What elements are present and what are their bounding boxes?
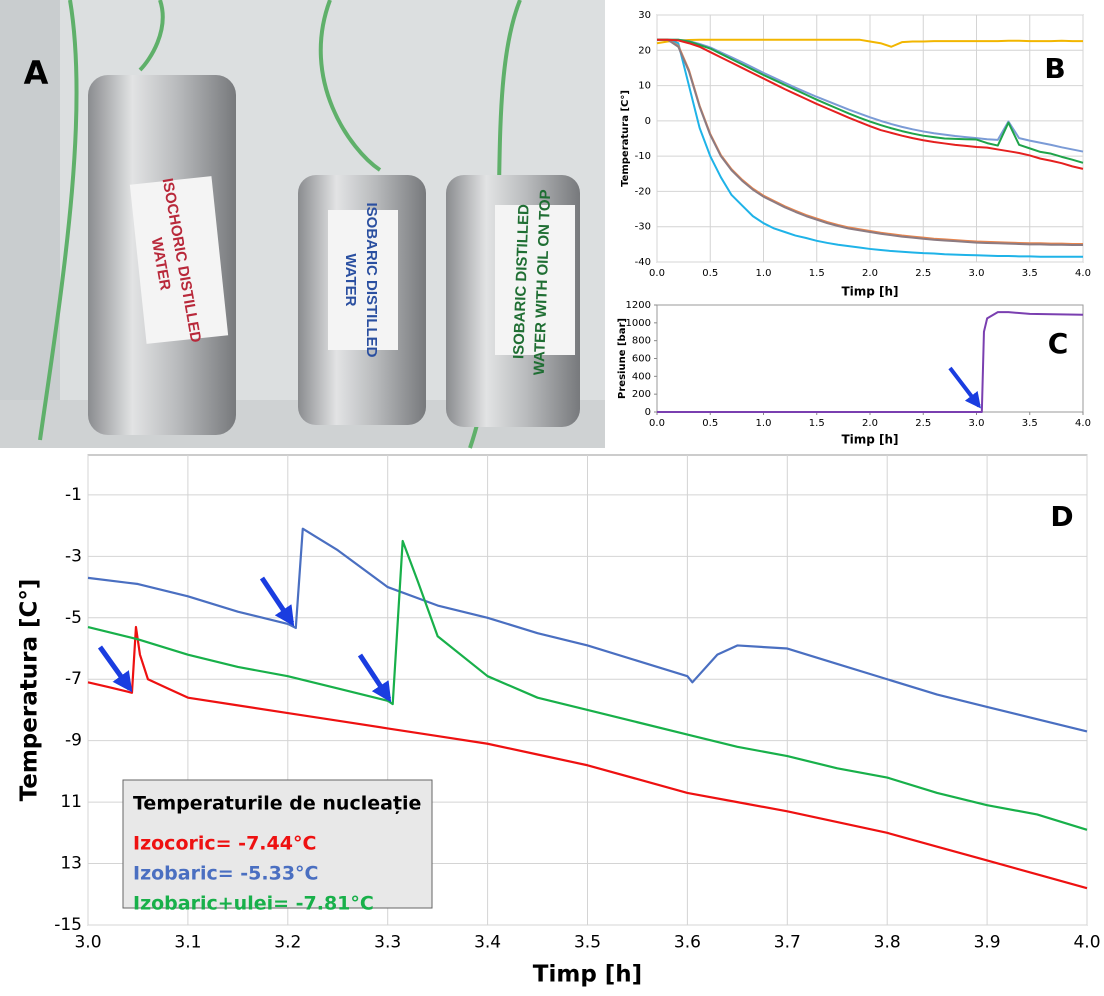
series-line (657, 38, 1084, 153)
y-tick-label: -20 (635, 186, 651, 197)
photo-label: WATER WITH OIL ON TOP (531, 189, 554, 375)
x-axis-label: Timp [h] (841, 285, 898, 299)
series-line (87, 625, 1088, 890)
x-tick-label: 2.5 (915, 418, 931, 429)
x-tick-label: 1.5 (809, 418, 825, 429)
legend-box (122, 779, 433, 909)
y-tick-label: 0 (645, 116, 651, 127)
arrow (357, 653, 392, 703)
x-tick-label: 1.5 (809, 268, 825, 279)
label-group: ISOBARIC DISTILLED WATER (342, 202, 380, 357)
legend-entry: Izobaric= -5.33°C (133, 863, 319, 885)
x-tick-label: 1.0 (756, 268, 772, 279)
y-tick-label: -1 (65, 485, 82, 505)
wire (38, 0, 522, 449)
photo-label: ISOBARIC DISTILLED (510, 204, 532, 360)
series-line (657, 311, 1084, 413)
y-axis-label: Temperatura [C°] (620, 90, 631, 187)
legend-entry: Izocoric= -7.44°C (133, 833, 316, 855)
x-tick-label: 3.0 (969, 268, 985, 279)
label-sticker (129, 176, 229, 344)
photo-label: ISOBARIC DISTILLED (363, 202, 380, 357)
panel-label: A (24, 54, 49, 92)
legend-title: Temperaturile de nucleație (133, 793, 421, 815)
photo-label: WATER (342, 253, 359, 306)
x-tick-label: 3.9 (974, 932, 1001, 952)
series-line (657, 38, 1083, 258)
y-tick-label: 1000 (626, 318, 651, 329)
x-tick-label: 3.3 (374, 932, 401, 952)
arrow (97, 645, 133, 693)
y-tick-label: 0 (645, 407, 651, 418)
label-sticker (495, 205, 575, 355)
x-tick-label: 3.1 (174, 932, 201, 952)
series-line (657, 38, 1084, 170)
x-tick-label: 3.8 (874, 932, 901, 952)
x-tick-label: 4.0 (1075, 418, 1091, 429)
photo-panel: ISOCHORIC DISTILLED WATER ISOBARIC DISTI… (0, 0, 605, 449)
y-axis-label: Presiune [bar] (617, 318, 628, 399)
legend: Temperaturile de nucleație Izocoric= -7.4… (122, 779, 433, 915)
y-tick-label: 11 (60, 792, 82, 812)
series-line (657, 38, 1083, 247)
y-tick-label: 13 (60, 854, 82, 874)
arrow (948, 366, 981, 409)
x-tick-label: 0.0 (649, 418, 665, 429)
y-tick-label: -40 (635, 257, 651, 268)
y-tick-label: -15 (54, 915, 82, 935)
x-tick-label: 3.2 (274, 932, 301, 952)
panel-label: B (1044, 52, 1065, 85)
x-axis-label: Timp [h] (841, 433, 898, 447)
y-tick-label: 600 (632, 354, 651, 365)
panel-label: D (1050, 500, 1073, 533)
y-tick-label: 800 (632, 336, 651, 347)
series-line (657, 38, 1084, 164)
y-tick-label: -30 (635, 222, 651, 233)
y-axis-label: Temperatura [C°] (17, 579, 43, 802)
x-tick-label: 2.5 (915, 268, 931, 279)
x-tick-label: 2.0 (862, 268, 878, 279)
panel-label: C (1048, 327, 1069, 360)
y-tick-label: 400 (632, 371, 651, 382)
x-tick-label: 3.4 (474, 932, 501, 952)
series-line (87, 539, 1088, 831)
y-tick-label: -5 (65, 608, 82, 628)
x-tick-label: 0.5 (702, 268, 718, 279)
y-tick-label: 1200 (626, 300, 651, 311)
x-tick-label: 3.0 (74, 932, 101, 952)
y-tick-label: -3 (65, 546, 82, 566)
x-tick-label: 4.0 (1075, 268, 1091, 279)
x-tick-label: 3.5 (1022, 418, 1038, 429)
y-tick-label: 30 (638, 10, 651, 21)
x-tick-label: 3.5 (574, 932, 601, 952)
x-tick-label: 0.5 (702, 418, 718, 429)
legend-entry: Izobaric+ulei= -7.81°C (133, 893, 374, 915)
x-tick-label: 3.6 (674, 932, 701, 952)
y-tick-label: -9 (65, 731, 82, 751)
x-tick-label: 2.0 (862, 418, 878, 429)
label-group: ISOBARIC DISTILLED WATER WITH OIL ON TOP (510, 189, 554, 375)
y-tick-label: 10 (638, 81, 651, 92)
x-tick-label: 1.0 (756, 418, 772, 429)
y-tick-label: 20 (638, 45, 651, 56)
y-tick-label: 200 (632, 389, 651, 400)
y-tick-label: -7 (65, 669, 82, 689)
label-sticker (328, 210, 398, 350)
arrow (259, 576, 295, 627)
x-axis-label: Timp [h] (533, 962, 642, 988)
x-tick-label: 0.0 (649, 268, 665, 279)
x-tick-label: 3.7 (774, 932, 801, 952)
x-tick-label: 3.0 (969, 418, 985, 429)
plot-area (656, 304, 1084, 413)
x-tick-label: 4.0 (1073, 932, 1100, 952)
y-tick-label: -10 (635, 151, 651, 162)
series-line (656, 38, 1083, 48)
x-tick-label: 3.5 (1022, 268, 1038, 279)
